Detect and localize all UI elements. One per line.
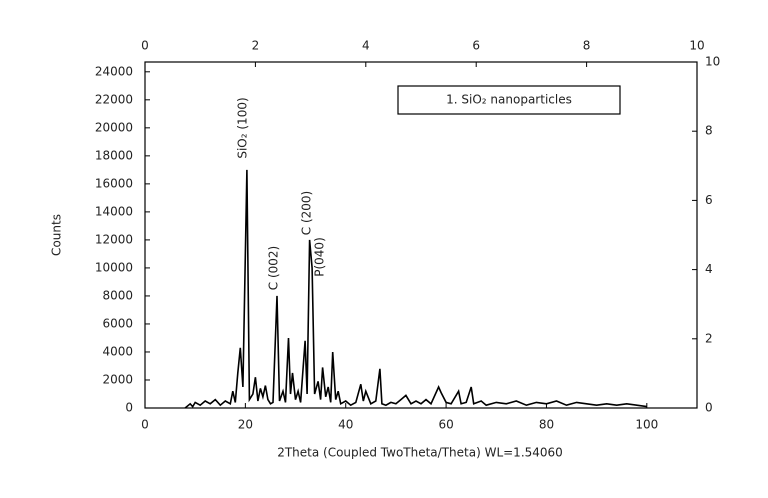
peak-annotation: P(040) bbox=[313, 237, 327, 277]
x2-tick-label: 0 bbox=[141, 39, 149, 53]
y-tick-label: 24000 bbox=[95, 64, 133, 78]
y2-tick-label: 0 bbox=[705, 401, 713, 415]
y-tick-label: 0 bbox=[125, 401, 133, 415]
x2-tick-label: 10 bbox=[689, 39, 704, 53]
y-tick-label: 14000 bbox=[95, 204, 133, 218]
peak-annotation: C (002) bbox=[267, 246, 281, 290]
x2-tick-label: 2 bbox=[252, 39, 260, 53]
x2-tick-label: 4 bbox=[362, 39, 370, 53]
y2-tick-label: 6 bbox=[705, 193, 713, 207]
x2-tick-label: 6 bbox=[472, 39, 480, 53]
x-tick-label: 20 bbox=[238, 418, 253, 432]
y-tick-label: 6000 bbox=[102, 316, 133, 330]
y2-tick-label: 8 bbox=[705, 124, 713, 138]
x-axis-label: 2Theta (Coupled TwoTheta/Theta) WL=1.540… bbox=[277, 446, 563, 460]
legend-box bbox=[397, 85, 621, 115]
y-axis-label: Counts bbox=[50, 214, 64, 256]
peak-annotation: SiO₂ (100) bbox=[236, 97, 250, 158]
x-tick-label: 100 bbox=[635, 418, 658, 432]
x-tick-label: 60 bbox=[438, 418, 453, 432]
legend-entry: 1. SiO₂ nanoparticles bbox=[446, 93, 572, 107]
data-line bbox=[184, 169, 647, 409]
y-tick-label: 22000 bbox=[95, 92, 133, 106]
y2-tick-label: 2 bbox=[705, 331, 713, 345]
peak-annotation: C (200) bbox=[300, 191, 314, 235]
x2-tick-label: 8 bbox=[583, 39, 591, 53]
x-tick-label: 80 bbox=[539, 418, 554, 432]
plot-frame bbox=[144, 61, 698, 409]
y-tick-label: 10000 bbox=[95, 260, 133, 274]
x-tick-label: 40 bbox=[338, 418, 353, 432]
y-tick-label: 20000 bbox=[95, 120, 133, 134]
y-tick-label: 12000 bbox=[95, 232, 133, 246]
x-tick-label: 0 bbox=[141, 418, 149, 432]
y-tick-label: 2000 bbox=[102, 372, 133, 386]
y-tick-label: 4000 bbox=[102, 344, 133, 358]
y-tick-label: 16000 bbox=[95, 176, 133, 190]
y2-tick-label: 4 bbox=[705, 262, 713, 276]
y2-tick-label: 10 bbox=[705, 55, 720, 69]
y-tick-label: 8000 bbox=[102, 288, 133, 302]
y-tick-label: 18000 bbox=[95, 148, 133, 162]
